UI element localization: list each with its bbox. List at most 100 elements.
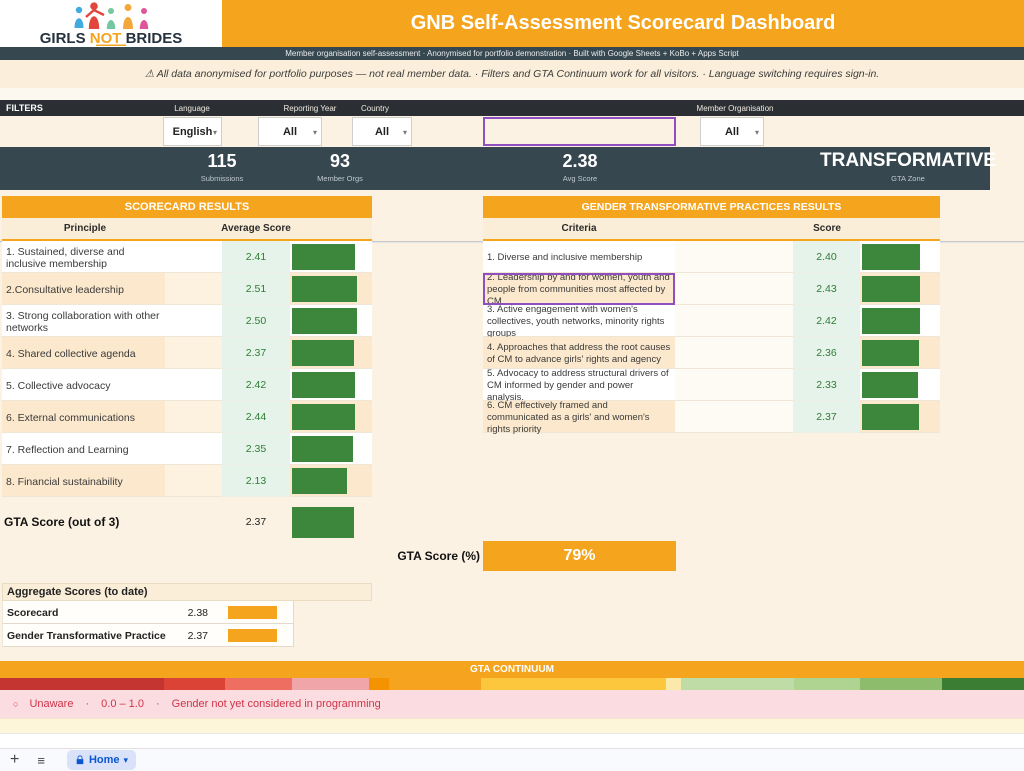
principle-cell: 7. Reflection and Learning (2, 433, 165, 465)
member-org-dropdown[interactable]: All ▾ (700, 117, 764, 146)
gap-cell (165, 273, 222, 305)
table-row[interactable]: 4. Approaches that address the root caus… (483, 337, 940, 369)
bar-cell (860, 337, 940, 369)
chevron-down-icon: ▾ (312, 128, 317, 137)
score-value: 2.35 (222, 433, 290, 465)
score-value: 2.37 (222, 337, 290, 369)
practices-table: GENDER TRANSFORMATIVE PRACTICES RESULTS … (483, 196, 940, 435)
member-org-value: All (724, 125, 740, 138)
all-sheets-menu-icon[interactable]: ≡ (37, 752, 45, 768)
bottom-white-band (0, 733, 1024, 748)
legend-zone: Unaware (29, 698, 74, 710)
gta-percent-value: 79% (563, 547, 596, 564)
kpi-submissions: 115 Submissions (201, 151, 244, 183)
score-value: 2.42 (793, 305, 860, 337)
tab-home-label: Home (88, 754, 120, 766)
aggregate-rows: Scorecard 2.38 Gender Transformative Pract… (2, 601, 372, 647)
table-row[interactable]: 5. Collective advocacy 2.42 (2, 369, 372, 401)
bar-cell (290, 465, 372, 497)
gta-score-label: GTA Score (out of 3) (4, 515, 120, 529)
table-row[interactable]: 4. Shared collective agenda 2.37 (2, 337, 372, 369)
gap-cell (165, 369, 222, 401)
table-row[interactable]: 2.Consultative leadership 2.51 (2, 273, 372, 305)
continuum-legend: ○ Unaware · 0.0 – 1.0 · Gender not yet c… (0, 690, 1024, 718)
table-row[interactable]: 5. Advocacy to address structural driver… (483, 368, 940, 403)
continuum-segment (368, 678, 390, 690)
bar-cell (290, 433, 372, 465)
bar-cell (290, 369, 372, 401)
gap-cell (165, 241, 222, 273)
continuum-segment (481, 678, 666, 690)
table-row[interactable]: 1. Sustained, diverse and inclusive memb… (2, 241, 372, 273)
add-sheet-button[interactable]: + (10, 751, 20, 768)
bar-cell (860, 241, 940, 273)
score-bar (292, 403, 355, 430)
continuum-segment (291, 678, 369, 690)
kpi-band: 115 Submissions 93 Member Orgs 2.38 Avg … (0, 147, 996, 190)
criteria-cell: 1. Diverse and inclusive membership (483, 241, 675, 273)
principle-cell: 6. External communications (2, 401, 165, 433)
legend-separator: · (155, 698, 160, 710)
table-row[interactable]: 3. Active engagement with women's collec… (483, 304, 940, 339)
kpi-value: 93 (329, 151, 351, 171)
table-row[interactable]: 1. Diverse and inclusive membership 2.40 (483, 241, 940, 273)
bar-cell (860, 273, 940, 305)
aggregate-label: Gender Transformative Practice (7, 630, 166, 642)
continuum-segment (793, 678, 861, 690)
aggregate-title: Aggregate Scores (to date) (2, 583, 372, 601)
score-bar (292, 307, 357, 334)
member-org-label: Member Organisation (696, 104, 774, 113)
language-dropdown[interactable]: English ▾ (163, 117, 222, 146)
girls-not-brides-logo: GIRLS NOT BRIDES (0, 0, 222, 47)
reporting-year-dropdown[interactable]: All ▾ (258, 117, 322, 146)
aggregate-row: Scorecard 2.38 (2, 601, 294, 624)
table-row[interactable]: 2. Leadership by and for women, youth an… (483, 272, 940, 307)
score-value: 2.37 (793, 401, 860, 433)
score-bar (292, 243, 355, 270)
country-dropdown[interactable]: All ▾ (352, 117, 412, 146)
gap-cell (675, 305, 793, 337)
meta-bar: Member organisation self-assessment · An… (0, 47, 1024, 60)
gap-cell (165, 337, 222, 369)
table-row[interactable]: 8. Financial sustainability 2.13 (2, 465, 372, 497)
tab-options-caret-icon[interactable]: ▾ (123, 754, 129, 765)
score-bar (862, 307, 920, 334)
kpi-gta-zone: TRANSFORMATIVE GTA Zone (820, 151, 996, 184)
scorecard-title: SCORECARD RESULTS (2, 196, 372, 218)
kpi-label: GTA Zone (891, 174, 925, 183)
score-value: 2.40 (793, 241, 860, 273)
kpi-value: 2.38 (562, 151, 598, 171)
score-bar (862, 371, 918, 398)
continuum-segment (680, 678, 794, 690)
col-principle: Principle (63, 223, 107, 234)
selected-empty-cell[interactable] (483, 117, 676, 146)
practices-rows: 1. Diverse and inclusive membership 2.40 2… (483, 241, 940, 435)
table-row[interactable]: 6. External communications 2.44 (2, 401, 372, 433)
next-row-band (0, 718, 1024, 733)
table-row[interactable]: 3. Strong collaboration with other netwo… (2, 305, 372, 337)
principle-cell: 5. Collective advocacy (2, 369, 165, 401)
principle-cell: 8. Financial sustainability (2, 465, 165, 497)
reporting-year-value: All (282, 125, 298, 138)
score-value: 2.42 (222, 369, 290, 401)
header-bar: GIRLS NOT BRIDES GNB Self-Assessment Sco… (0, 0, 1024, 47)
tab-home[interactable]: Home ▾ (66, 750, 137, 770)
aggregate-section: Aggregate Scores (to date) Scorecard 2.38… (2, 583, 372, 647)
principle-cell: 2.Consultative leadership (2, 273, 165, 305)
legend-range: 0.0 – 1.0 (101, 698, 144, 710)
lock-icon (76, 755, 84, 765)
score-bar (292, 435, 353, 462)
aggregate-bar (228, 606, 277, 619)
score-value: 2.44 (222, 401, 290, 433)
criteria-cell: 3. Active engagement with women's collec… (483, 304, 675, 339)
table-row[interactable]: 7. Reflection and Learning 2.35 (2, 433, 372, 465)
language-label: Language (174, 104, 210, 113)
aggregate-row: Gender Transformative Practice 2.37 (2, 624, 294, 647)
gta-score-value: 2.37 (245, 516, 267, 528)
score-bar (292, 339, 354, 366)
gta-percent-bar: 79% (483, 541, 676, 571)
bar-cell (860, 369, 940, 401)
table-row[interactable]: 6. CM effectively framed and communicate… (483, 400, 940, 435)
gap-cell (675, 273, 793, 305)
